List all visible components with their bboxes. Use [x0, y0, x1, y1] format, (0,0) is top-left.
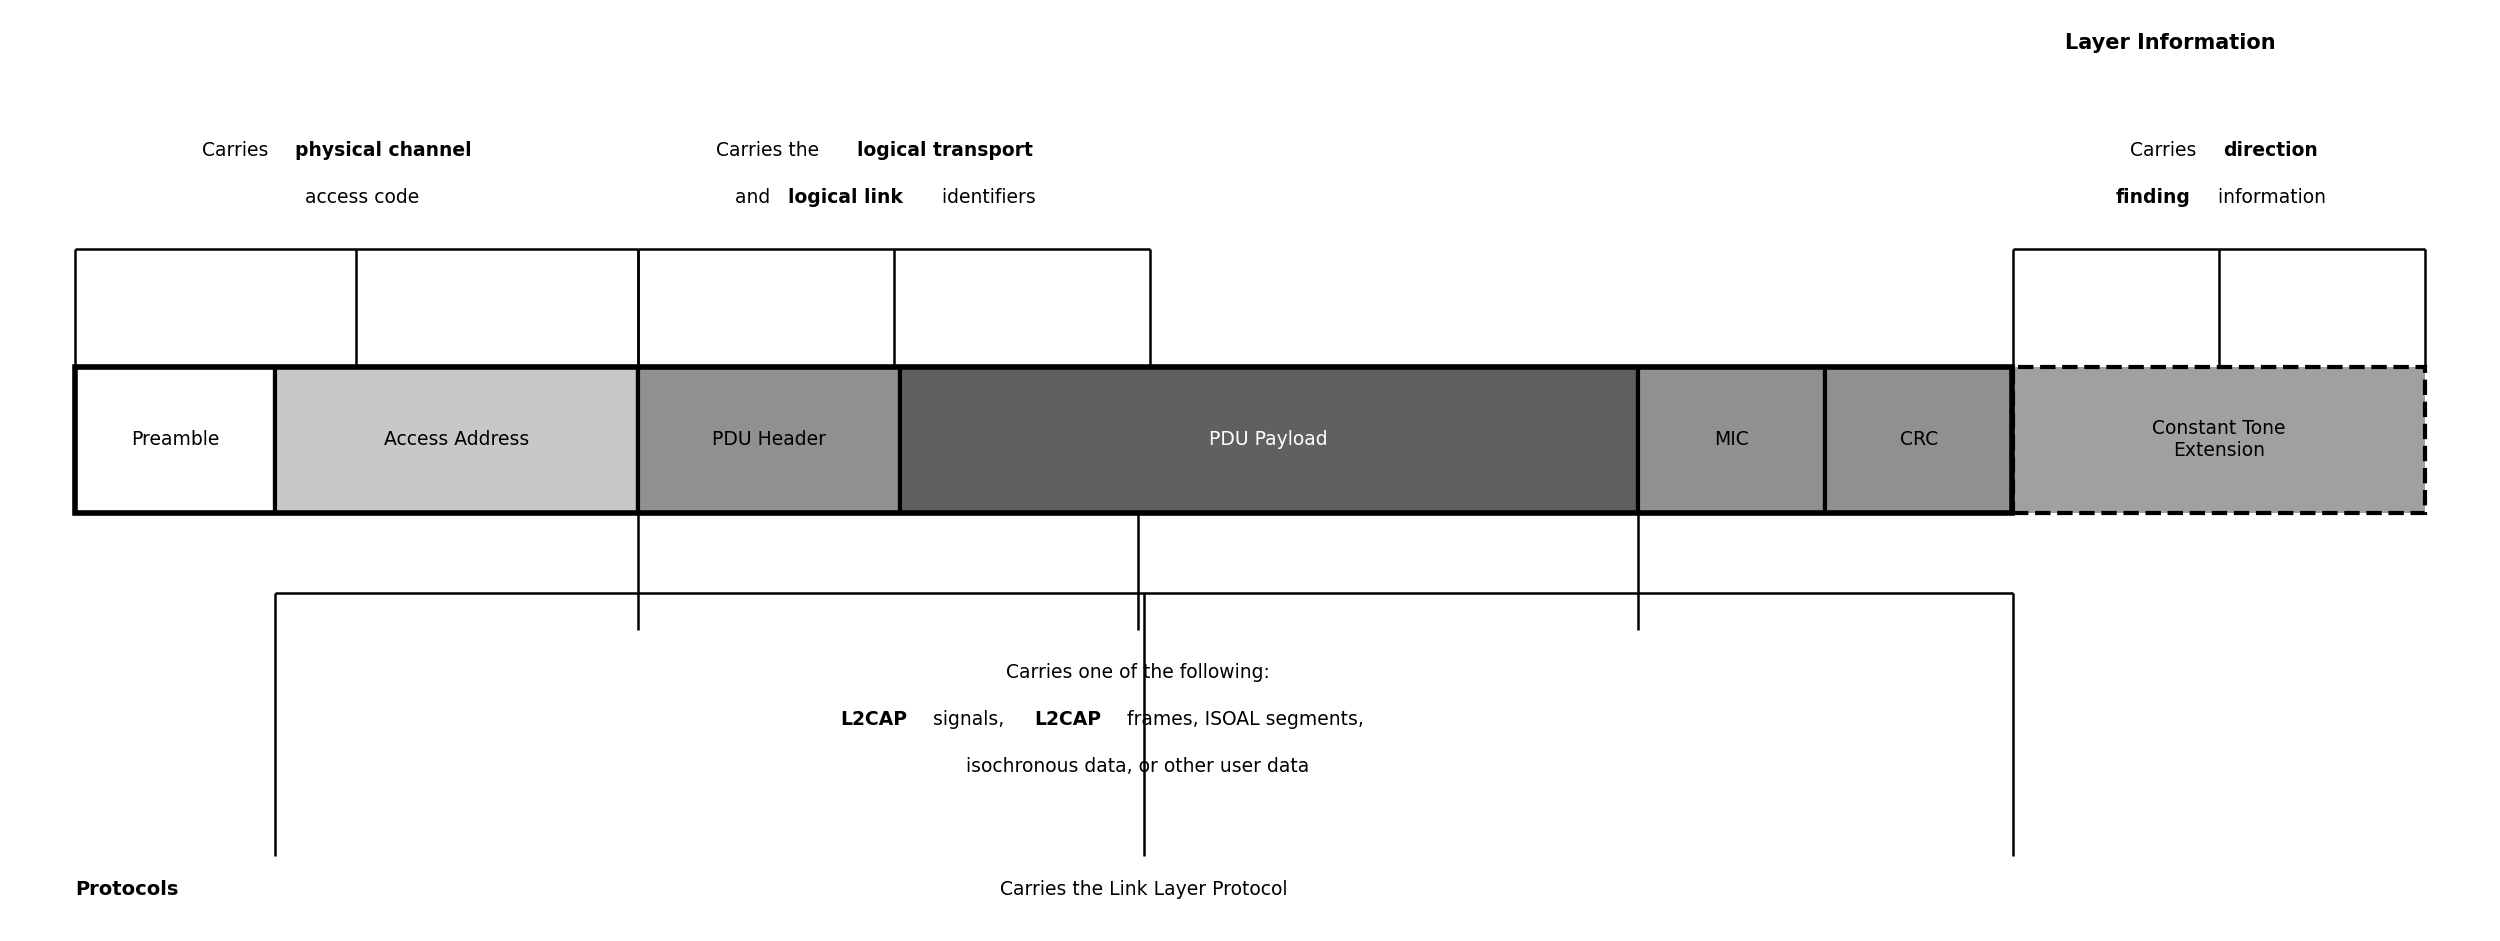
- Bar: [2013, 367, 2425, 513]
- Text: CRC: CRC: [1900, 430, 1938, 450]
- Bar: [900, 367, 1638, 513]
- Text: L2CAP: L2CAP: [1035, 710, 1102, 729]
- Text: isochronous data, or other user data: isochronous data, or other user data: [965, 758, 1310, 776]
- Text: Constant Tone
Extension: Constant Tone Extension: [2152, 420, 2285, 460]
- Text: Preamble: Preamble: [130, 430, 220, 450]
- Text: and: and: [735, 188, 775, 207]
- Text: Protocols: Protocols: [75, 880, 178, 899]
- Text: PDU Header: PDU Header: [712, 430, 825, 450]
- Text: physical channel: physical channel: [295, 141, 472, 160]
- Text: information: information: [2212, 188, 2328, 207]
- Text: identifiers: identifiers: [938, 188, 1035, 207]
- Text: MIC: MIC: [1715, 430, 1748, 450]
- Text: logical transport: logical transport: [858, 141, 1032, 160]
- Text: finding: finding: [2115, 188, 2190, 207]
- Text: frames, ISOAL segments,: frames, ISOAL segments,: [1120, 710, 1365, 729]
- Text: logical link: logical link: [788, 188, 902, 207]
- Text: Carries the: Carries the: [715, 141, 825, 160]
- Text: Access Address: Access Address: [382, 430, 530, 450]
- Text: Layer Information: Layer Information: [2065, 33, 2275, 53]
- Text: L2CAP: L2CAP: [840, 710, 907, 729]
- Text: Carries: Carries: [2130, 141, 2202, 160]
- Text: Carries one of the following:: Carries one of the following:: [1005, 663, 1270, 682]
- Text: direction: direction: [2222, 141, 2318, 160]
- Text: Carries the Link Layer Protocol: Carries the Link Layer Protocol: [1000, 880, 1288, 899]
- Bar: [75, 367, 2012, 513]
- Bar: [75, 367, 275, 513]
- Text: Carries: Carries: [202, 141, 275, 160]
- Bar: [638, 367, 900, 513]
- Bar: [1825, 367, 2013, 513]
- Text: PDU Payload: PDU Payload: [1210, 430, 1328, 450]
- Bar: [1638, 367, 1825, 513]
- Text: signals,: signals,: [928, 710, 1010, 729]
- Bar: [275, 367, 638, 513]
- Text: access code: access code: [305, 188, 420, 207]
